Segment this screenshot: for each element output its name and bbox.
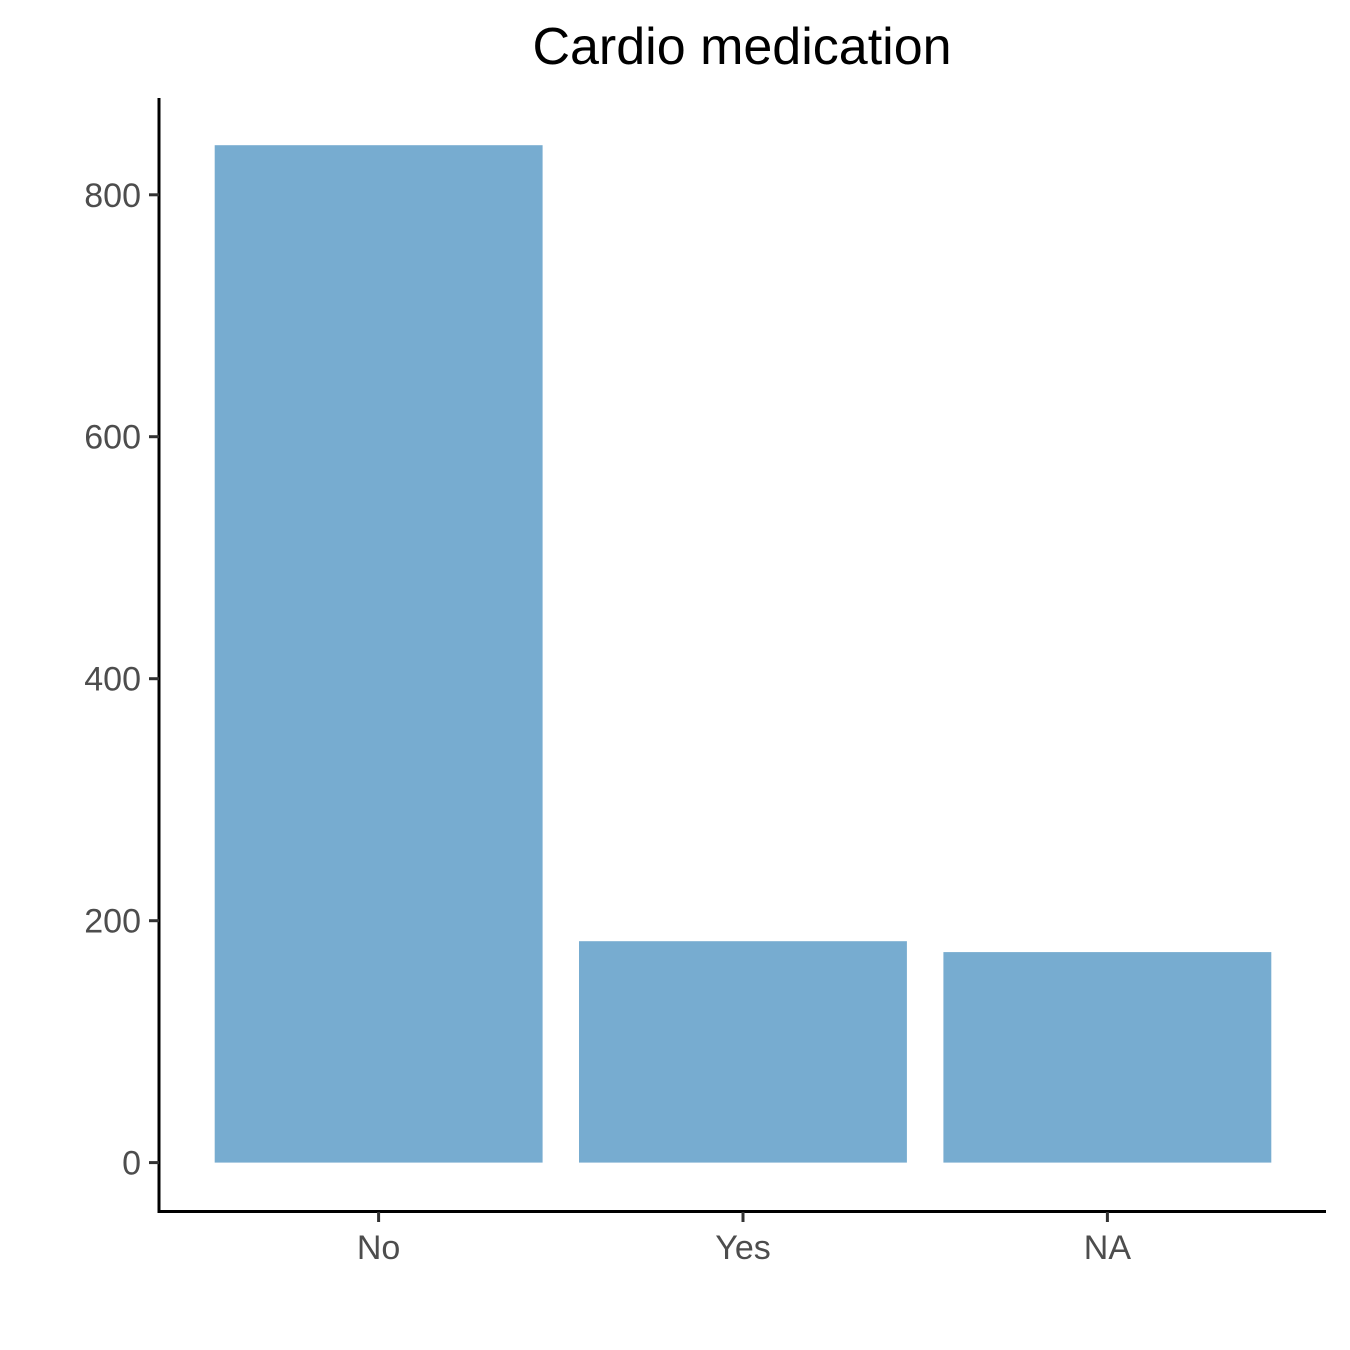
bar-yes (579, 941, 907, 1163)
x-tick-label: Yes (715, 1229, 770, 1267)
y-tick-label: 200 (84, 903, 141, 941)
x-tick-label: No (357, 1229, 400, 1267)
x-tick-label: NA (1084, 1229, 1132, 1267)
x-axis: No Yes NA (157, 1210, 1326, 1267)
y-tick-label: 800 (84, 177, 141, 215)
y-axis: 0 200 400 600 800 (84, 98, 161, 1213)
bar-na (943, 952, 1272, 1163)
bars-layer (214, 145, 1272, 1163)
y-tick-label: 0 (122, 1145, 141, 1183)
bar-no (214, 145, 543, 1163)
y-tick-label: 400 (84, 661, 141, 699)
y-tick-label: 600 (84, 419, 141, 457)
chart-title: Cardio medication (532, 18, 951, 76)
